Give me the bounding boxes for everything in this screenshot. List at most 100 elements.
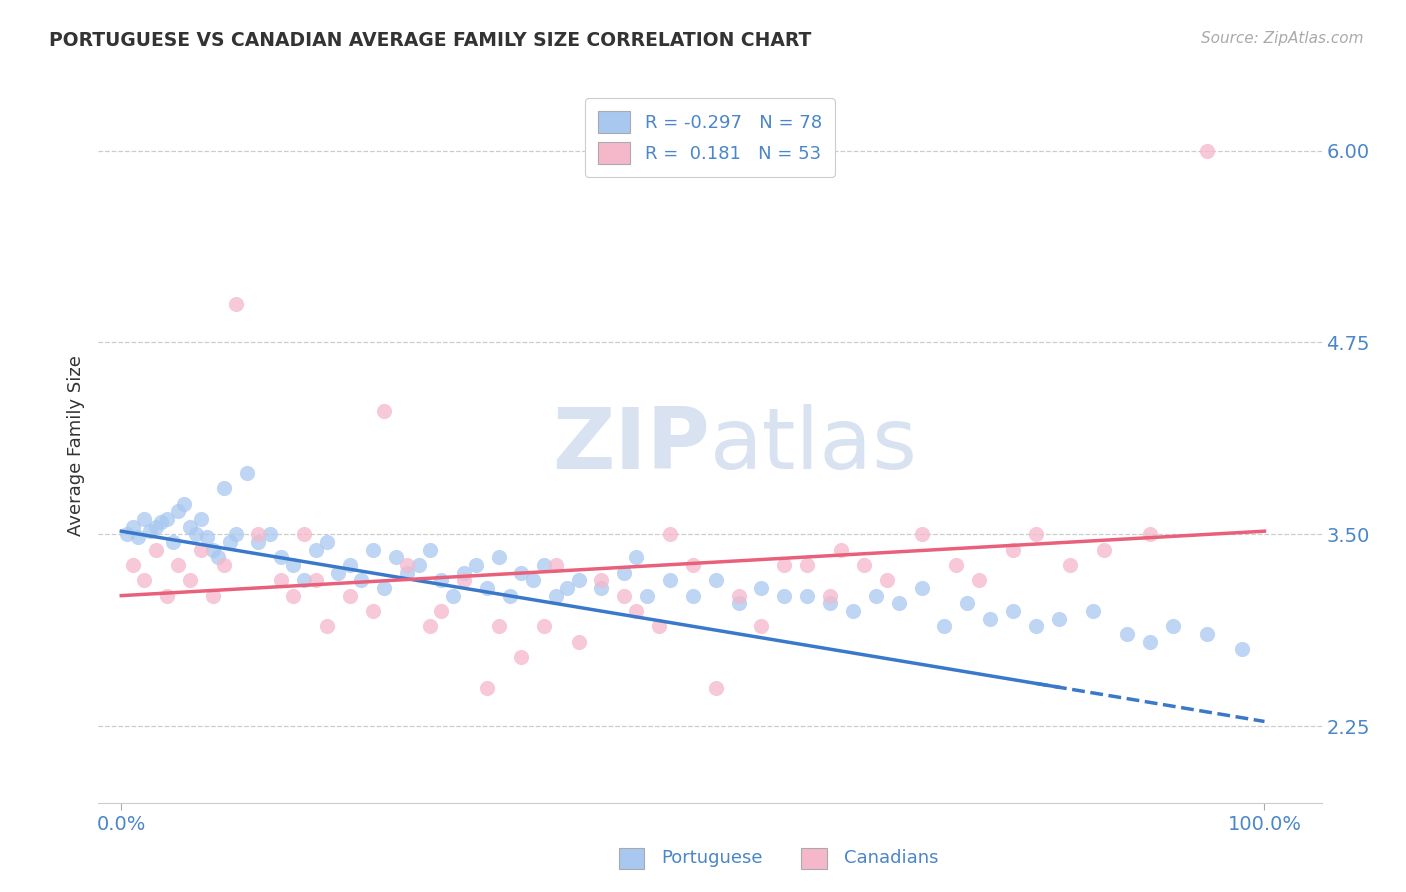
Point <box>773 589 796 603</box>
Point <box>304 542 326 557</box>
Point <box>682 589 704 603</box>
Point <box>201 542 224 557</box>
Point <box>167 558 190 572</box>
Point <box>831 542 853 557</box>
Point <box>430 604 453 618</box>
Point <box>212 481 235 495</box>
Point <box>247 535 270 549</box>
Y-axis label: Average Family Size: Average Family Size <box>66 356 84 536</box>
Point <box>281 589 304 603</box>
Point <box>704 681 727 695</box>
Point <box>818 589 841 603</box>
Point <box>121 558 143 572</box>
Legend: R = -0.297   N = 78, R =  0.181   N = 53: R = -0.297 N = 78, R = 0.181 N = 53 <box>585 98 835 177</box>
Point <box>292 527 315 541</box>
Point <box>453 566 475 580</box>
Point <box>316 535 339 549</box>
Point <box>967 574 990 588</box>
Point <box>134 512 156 526</box>
Point <box>488 619 510 633</box>
Point <box>225 527 247 541</box>
Point <box>1059 558 1081 572</box>
Point <box>567 634 589 648</box>
Point <box>173 497 195 511</box>
Point <box>1001 542 1024 557</box>
Point <box>270 550 292 565</box>
Point <box>419 542 441 557</box>
Text: Portuguese: Portuguese <box>661 849 762 867</box>
Point <box>773 558 796 572</box>
Point <box>207 550 229 565</box>
Point <box>1025 527 1047 541</box>
Point <box>510 566 533 580</box>
Point <box>647 619 669 633</box>
Point <box>1001 604 1024 618</box>
Point <box>475 581 498 595</box>
Point <box>1094 542 1116 557</box>
Point <box>1197 627 1219 641</box>
Point <box>212 558 235 572</box>
Point <box>464 558 486 572</box>
Point <box>624 604 647 618</box>
Point <box>339 558 361 572</box>
Point <box>796 558 818 572</box>
Point <box>613 566 636 580</box>
Point <box>190 512 212 526</box>
Point <box>121 519 143 533</box>
Point <box>373 581 395 595</box>
Point <box>225 297 247 311</box>
Point <box>934 619 956 633</box>
Point <box>1161 619 1184 633</box>
Point <box>613 589 636 603</box>
Point <box>591 581 613 595</box>
Point <box>219 535 242 549</box>
Point <box>162 535 184 549</box>
Point <box>1139 634 1161 648</box>
Point <box>567 574 589 588</box>
Point <box>281 558 304 572</box>
Point <box>727 596 749 610</box>
Point <box>533 619 555 633</box>
Point <box>818 596 841 610</box>
Point <box>201 589 224 603</box>
Point <box>475 681 498 695</box>
Point <box>453 574 475 588</box>
Text: Canadians: Canadians <box>844 849 938 867</box>
Point <box>853 558 876 572</box>
Point <box>1139 527 1161 541</box>
Point <box>544 558 567 572</box>
Point <box>408 558 430 572</box>
Point <box>156 512 179 526</box>
Point <box>190 542 212 557</box>
Point <box>510 650 533 665</box>
Point <box>1230 642 1253 657</box>
Point <box>396 566 419 580</box>
Point <box>236 466 259 480</box>
Point <box>796 589 818 603</box>
Point <box>384 550 406 565</box>
Point <box>350 574 373 588</box>
Point <box>316 619 339 633</box>
Point <box>115 527 138 541</box>
Point <box>624 550 647 565</box>
Point <box>945 558 967 572</box>
Point <box>145 542 167 557</box>
Point <box>659 574 682 588</box>
Point <box>1197 144 1219 158</box>
Point <box>430 574 453 588</box>
Point <box>134 574 156 588</box>
Point <box>704 574 727 588</box>
Point <box>555 581 578 595</box>
Point <box>304 574 326 588</box>
Point <box>127 530 149 544</box>
Point <box>419 619 441 633</box>
Point <box>1116 627 1139 641</box>
Text: Source: ZipAtlas.com: Source: ZipAtlas.com <box>1201 31 1364 46</box>
Point <box>499 589 522 603</box>
Point <box>876 574 898 588</box>
Point <box>488 550 510 565</box>
Point <box>179 574 201 588</box>
Point <box>167 504 190 518</box>
Point <box>441 589 464 603</box>
Point <box>156 589 179 603</box>
